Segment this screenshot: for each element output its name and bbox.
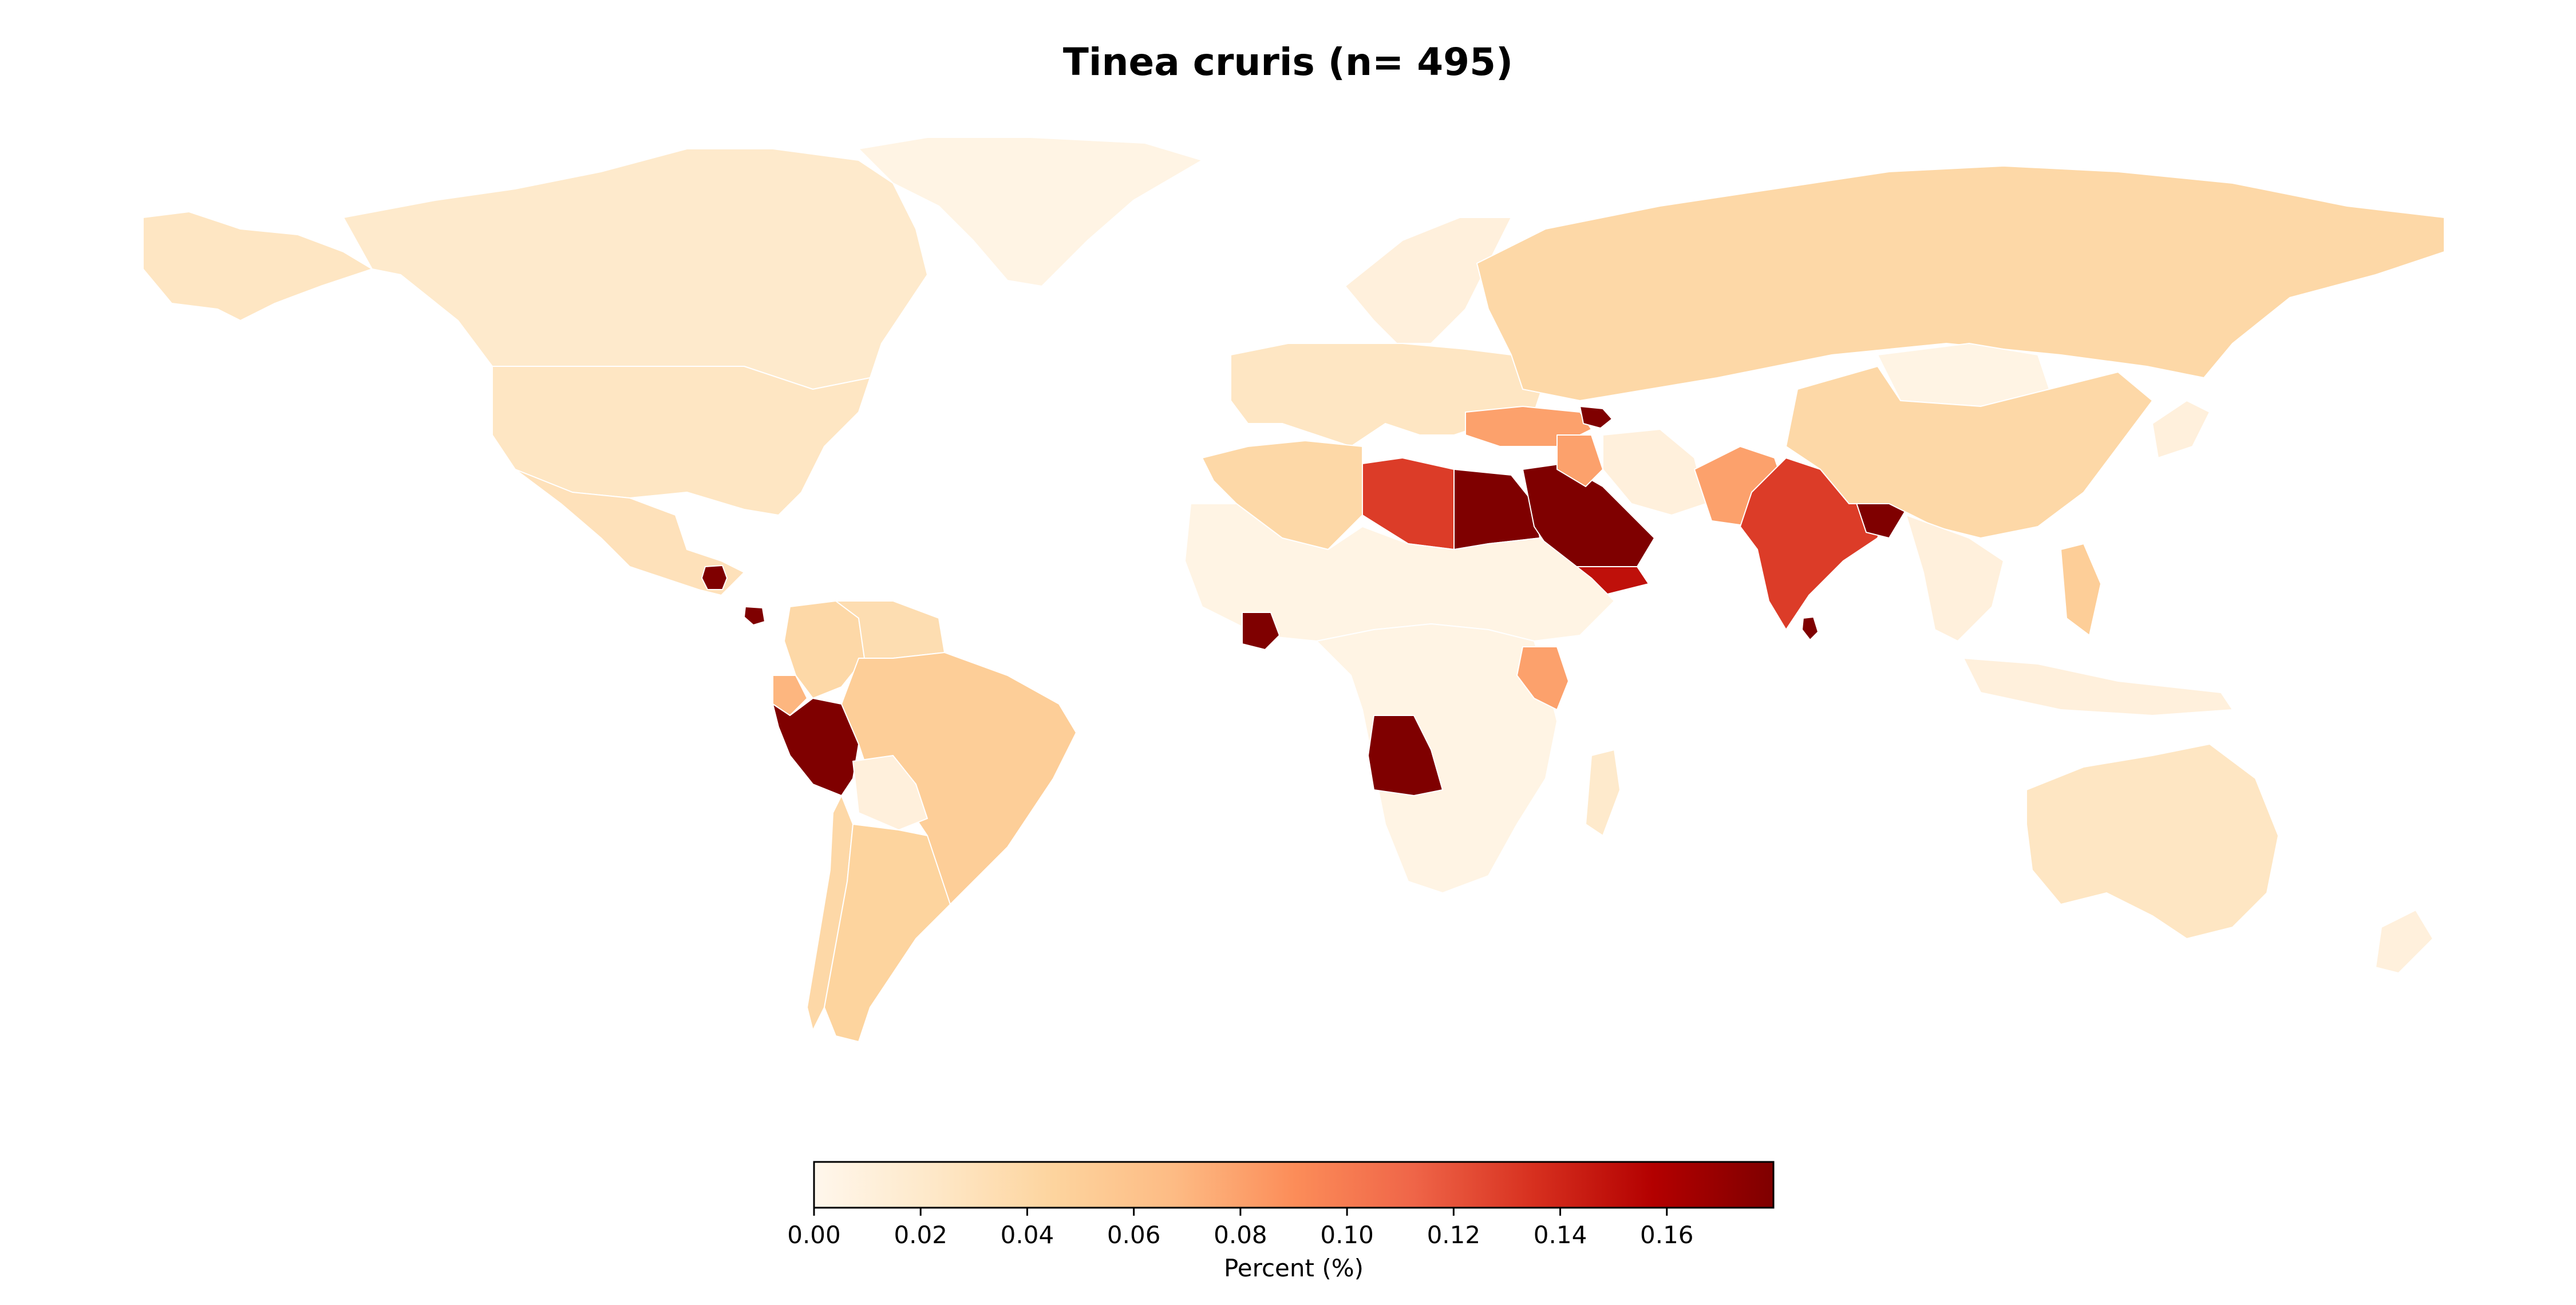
region-southeast-asia [1906, 515, 2004, 642]
colorbar-tick-label: 0.12 [1427, 1221, 1481, 1249]
region-algeria [1202, 440, 1363, 550]
colorbar-tick-label: 0.14 [1534, 1221, 1587, 1249]
colorbar-ticks: 0.00 0.02 0.04 0.06 0.08 0.10 0.12 0.14 0.16 [787, 1208, 1694, 1249]
colorbar-tick-label: 0.06 [1107, 1221, 1161, 1249]
region-cote-divoire [1242, 612, 1280, 650]
region-iran [1602, 429, 1706, 516]
colorbar-tick-label: 0.10 [1320, 1221, 1374, 1249]
world-choropleth-map [143, 137, 2445, 1042]
region-ecuador [772, 675, 808, 716]
region-russia [1476, 165, 2445, 401]
region-indonesia [1963, 658, 2233, 716]
region-canada [343, 148, 928, 390]
region-australia [2026, 744, 2279, 939]
region-west-africa [1184, 503, 1615, 642]
region-mexico [515, 469, 745, 596]
region-argentina [824, 824, 951, 1042]
region-philippines [2060, 543, 2101, 636]
region-alaska [143, 211, 373, 321]
region-japan [2152, 400, 2210, 458]
region-sri-lanka [1801, 616, 1819, 640]
region-china [1785, 366, 2153, 539]
region-scandinavia [1345, 217, 1512, 344]
region-greenland [858, 137, 1203, 287]
region-guatemala [701, 565, 728, 590]
region-bolivia [852, 755, 928, 831]
colorbar-gradient [813, 1161, 1775, 1209]
region-panama [744, 606, 765, 626]
region-iraq [1556, 434, 1603, 487]
region-peru [772, 698, 859, 796]
colorbar-tick-label: 0.04 [1001, 1221, 1054, 1249]
colorbar-tick-label: 0.08 [1214, 1221, 1267, 1249]
colorbar-tick-label: 0.00 [787, 1221, 841, 1249]
colorbar-tick-label: 0.16 [1640, 1221, 1694, 1249]
region-kenya [1516, 646, 1569, 710]
region-angola [1368, 715, 1443, 796]
map-title: Tinea cruris (n= 495) [1062, 40, 1514, 84]
colorbar-label: Percent (%) [1224, 1254, 1364, 1282]
colorbar-tick-label: 0.02 [894, 1221, 947, 1249]
region-new-zealand [2375, 909, 2433, 974]
region-azerbaijan [1579, 406, 1613, 429]
region-madagascar [1585, 749, 1621, 836]
